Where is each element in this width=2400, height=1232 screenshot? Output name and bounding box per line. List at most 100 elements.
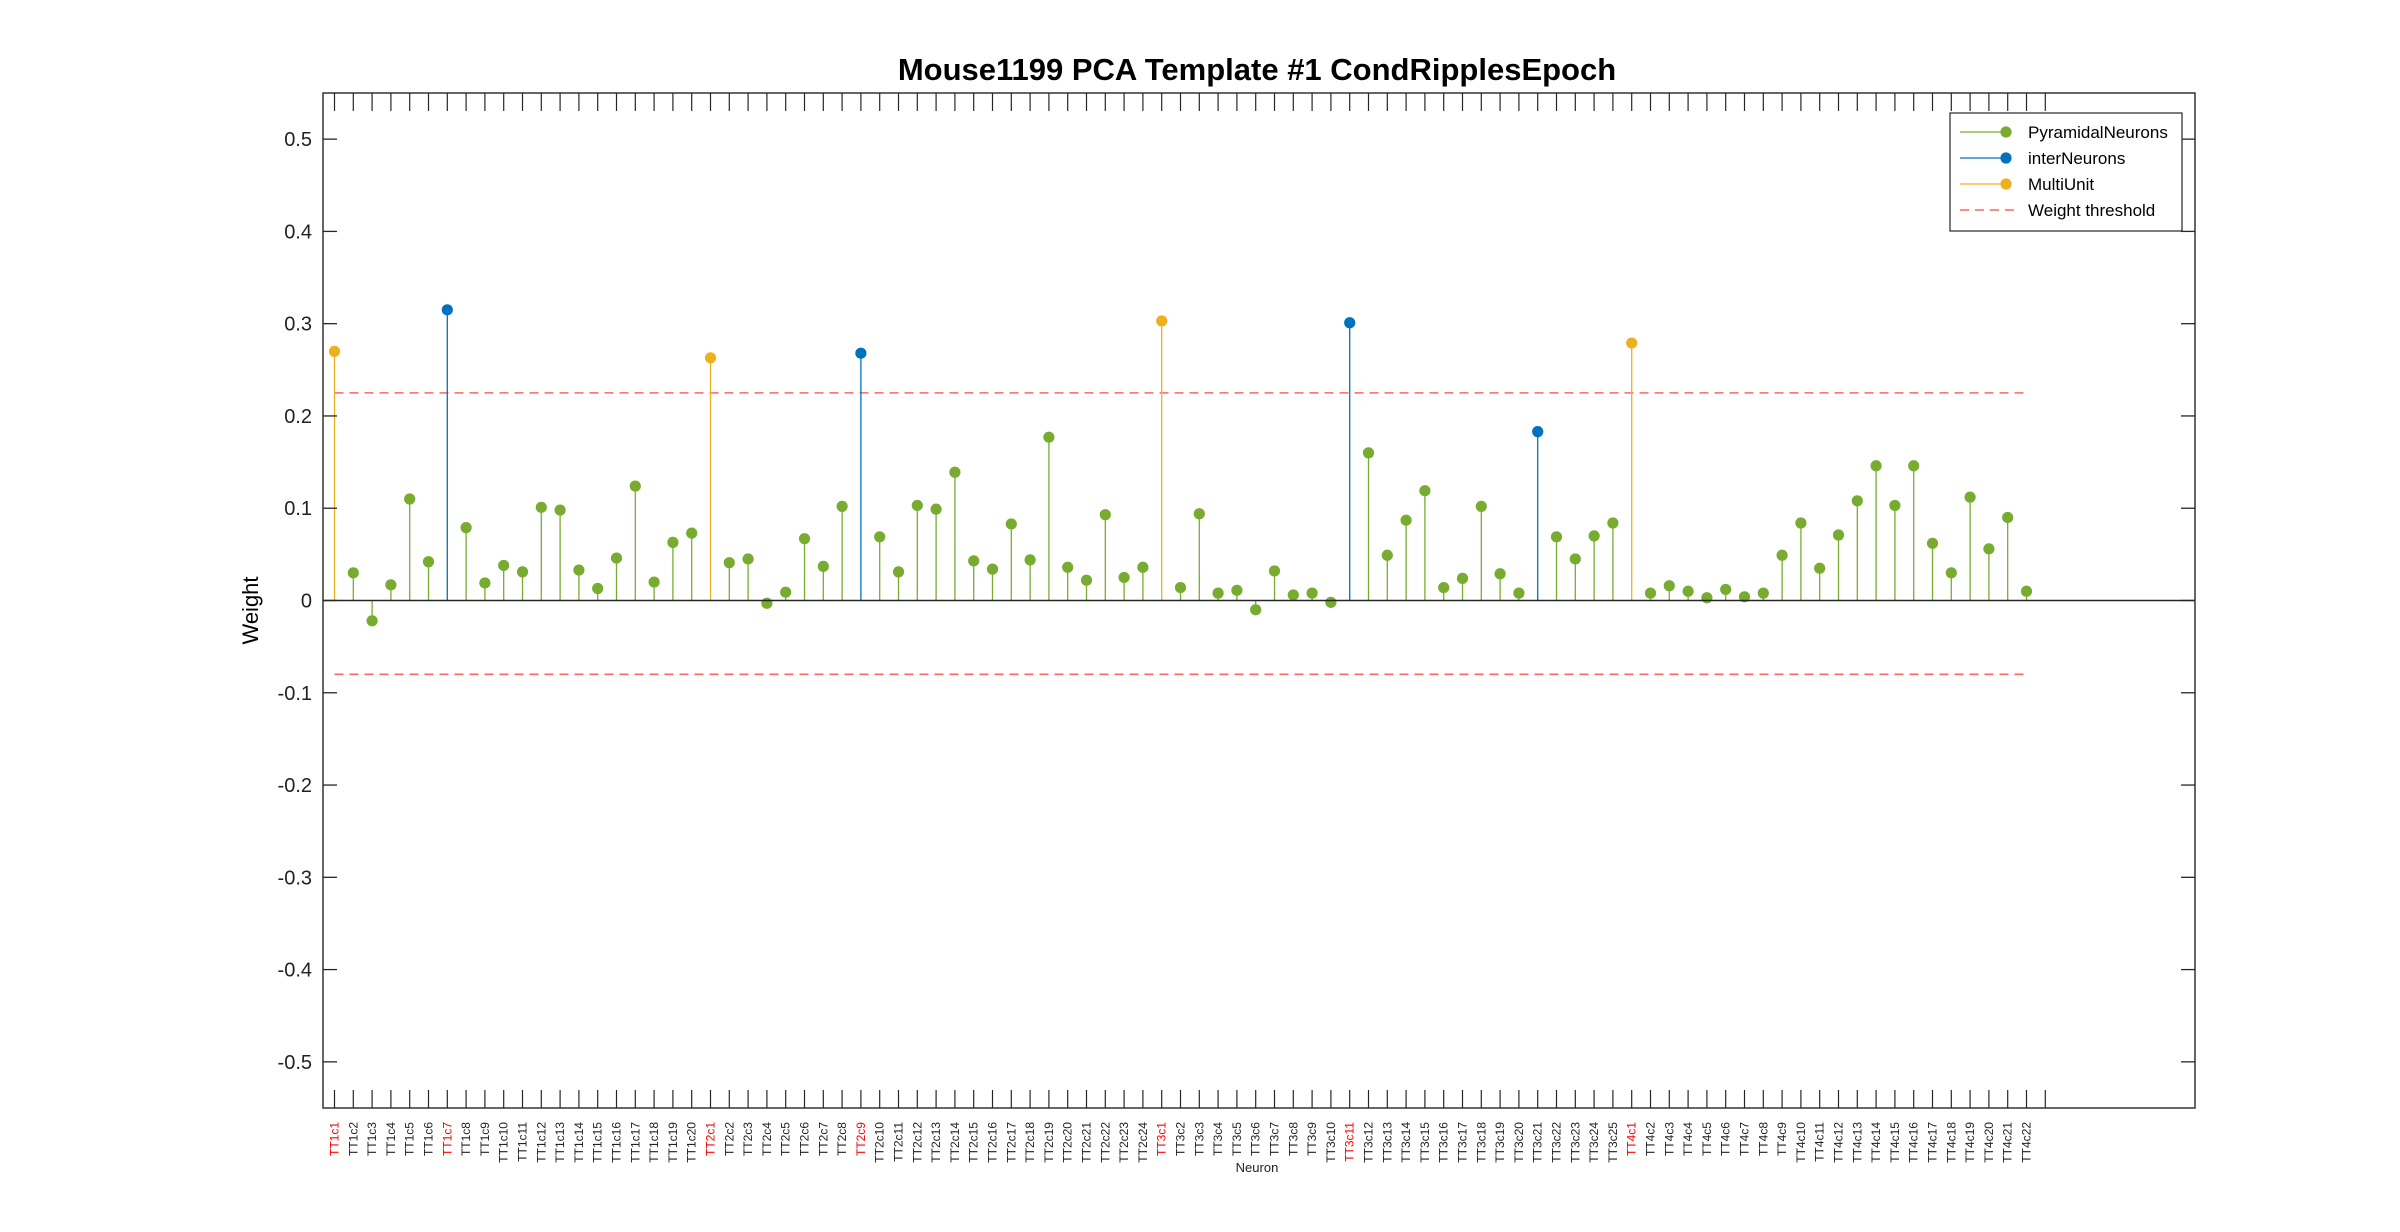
marker-TT3c19: [1494, 568, 1506, 580]
marker-TT3c10: [1325, 596, 1337, 608]
x-tick-label-TT3c4: TT3c4: [1211, 1122, 1225, 1156]
x-tick-label-TT1c18: TT1c18: [647, 1122, 661, 1163]
x-tick-label-TT2c2: TT2c2: [722, 1122, 736, 1156]
marker-TT3c9: [1306, 587, 1318, 599]
marker-TT1c1: [328, 345, 341, 357]
marker-TT4c17: [1926, 537, 1939, 549]
x-tick-label-TT4c2: TT4c2: [1644, 1122, 1658, 1156]
x-tick-label-TT4c7: TT4c7: [1738, 1122, 1752, 1156]
x-tick-label-TT2c12: TT2c12: [910, 1122, 924, 1163]
marker-TT4c15: [1889, 499, 1901, 512]
x-tick-label-TT1c13: TT1c13: [553, 1122, 567, 1163]
x-tick-label-TT2c3: TT2c3: [741, 1122, 755, 1156]
x-tick-label-TT4c15: TT4c15: [1888, 1122, 1902, 1163]
marker-TT2c1: [704, 352, 717, 364]
marker-TT1c19: [667, 536, 679, 548]
marker-TT4c1: [1626, 337, 1638, 349]
x-tick-label-TT2c16: TT2c16: [986, 1122, 1000, 1163]
x-tick-label-TT2c17: TT2c17: [1004, 1122, 1018, 1163]
legend-entry-label: Weight threshold: [2028, 201, 2155, 220]
marker-TT1c9: [479, 577, 491, 589]
x-tick-label-TT4c17: TT4c17: [1926, 1122, 1940, 1163]
marker-TT2c11: [892, 566, 905, 578]
marker-TT2c7: [817, 560, 829, 572]
x-tick-label-TT4c5: TT4c5: [1700, 1122, 1714, 1156]
marker-TT2c24: [1137, 561, 1149, 573]
marker-TT4c13: [1851, 495, 1863, 507]
x-tick-label-TT3c2: TT3c2: [1174, 1122, 1188, 1156]
x-tick-label-TT2c19: TT2c19: [1042, 1122, 1056, 1163]
legend: PyramidalNeurons interNeurons MultiUnit Wei…: [1949, 112, 2183, 232]
x-tick-label-TT3c22: TT3c22: [1550, 1122, 1564, 1163]
x-tick-label-TT4c19: TT4c19: [1963, 1122, 1977, 1163]
x-tick-label-TT2c5: TT2c5: [779, 1122, 793, 1156]
marker-TT3c25: [1607, 517, 1619, 529]
y-axis-label: Weight: [238, 576, 263, 644]
x-tick-label-TT2c6: TT2c6: [798, 1122, 812, 1156]
x-tick-label-TT3c10: TT3c10: [1324, 1122, 1338, 1163]
y-tick-label: 0: [301, 591, 312, 613]
x-tick-label-TT3c23: TT3c23: [1568, 1122, 1582, 1163]
y-tick-label: -0.4: [278, 960, 312, 982]
marker-TT1c2: [347, 567, 359, 579]
x-tick-label-TT3c9: TT3c9: [1305, 1122, 1319, 1156]
marker-TT1c14: [573, 564, 585, 576]
x-tick-label-TT4c12: TT4c12: [1832, 1122, 1846, 1163]
marker-TT2c5: [780, 586, 792, 598]
x-tick-label-TT4c6: TT4c6: [1719, 1122, 1733, 1156]
marker-TT2c22: [1099, 509, 1111, 521]
x-tick-label-TT1c6: TT1c6: [422, 1122, 436, 1156]
marker-TT1c15: [592, 582, 604, 595]
y-tick-labels: -0.5 -0.4 -0.3 -0.2 -0.1 0 0.1 0.2 0.3 0.4 0.5: [278, 129, 312, 1074]
y-tick-label: 0.5: [284, 129, 312, 151]
legend-swatch-marker: [2000, 178, 2012, 190]
x-tick-label-TT3c6: TT3c6: [1249, 1122, 1263, 1156]
marker-TT3c15: [1419, 485, 1431, 497]
x-tick-label-TT4c22: TT4c22: [2020, 1122, 2034, 1163]
chart-title: Mouse1199 PCA Template #1 CondRipplesEpo…: [898, 52, 1616, 87]
x-tick-label-TT3c16: TT3c16: [1437, 1122, 1451, 1163]
marker-TT3c12: [1362, 447, 1375, 459]
marker-TT2c8: [836, 500, 848, 512]
marker-TT3c8: [1287, 589, 1299, 601]
marker-TT2c19: [1043, 431, 1055, 443]
marker-TT3c6: [1250, 604, 1262, 616]
marker-TT1c12: [535, 501, 547, 513]
x-tick-label-TT2c15: TT2c15: [967, 1122, 981, 1163]
marker-TT1c11: [516, 566, 529, 578]
x-tick-label-TT4c20: TT4c20: [1982, 1122, 1996, 1163]
marker-TT4c22: [2020, 585, 2033, 597]
marker-TT3c22: [1550, 531, 1563, 543]
x-tick-label-TT1c5: TT1c5: [403, 1122, 417, 1156]
x-tick-label-TT1c16: TT1c16: [610, 1122, 624, 1163]
marker-TT2c12: [911, 499, 923, 512]
marker-TT4c12: [1832, 529, 1845, 541]
marker-TT4c5: [1701, 592, 1713, 604]
x-tick-label-TT4c4: TT4c4: [1681, 1122, 1695, 1156]
x-tick-label-TT1c2: TT1c2: [346, 1122, 360, 1156]
x-tick-labels: TT1c1 TT1c2 TT1c3 TT1c4 TT1c5 TT1c6 TT1c7 TT1c8…: [328, 1122, 2034, 1163]
marker-TT2c10: [874, 531, 886, 543]
marker-TT2c15: [968, 555, 980, 567]
x-tick-label-TT4c1: TT4c1: [1625, 1122, 1639, 1156]
marker-TT1c10: [498, 559, 510, 572]
x-tick-label-TT4c14: TT4c14: [1869, 1122, 1883, 1163]
marker-TT3c4: [1212, 587, 1224, 599]
marker-TT2c3: [742, 553, 754, 565]
marker-TT1c7: [441, 304, 453, 316]
marker-TT3c17: [1456, 572, 1469, 584]
marker-TT4c2: [1644, 587, 1657, 599]
x-tick-label-TT1c1: TT1c1: [328, 1122, 342, 1156]
marker-TT2c18: [1024, 554, 1036, 566]
marker-TT4c3: [1663, 580, 1675, 592]
x-tick-label-TT1c12: TT1c12: [534, 1122, 548, 1163]
y-tick-label: 0.3: [284, 314, 312, 336]
x-tick-label-TT2c20: TT2c20: [1061, 1122, 1075, 1163]
marker-TT1c8: [460, 522, 472, 534]
x-tick-label-TT2c14: TT2c14: [948, 1122, 962, 1163]
x-tick-label-TT2c21: TT2c21: [1080, 1122, 1094, 1163]
marker-TT4c14: [1870, 460, 1882, 472]
x-tick-label-TT1c3: TT1c3: [365, 1122, 379, 1156]
x-tick-label-TT4c18: TT4c18: [1944, 1122, 1958, 1163]
marker-TT4c19: [1964, 491, 1976, 503]
